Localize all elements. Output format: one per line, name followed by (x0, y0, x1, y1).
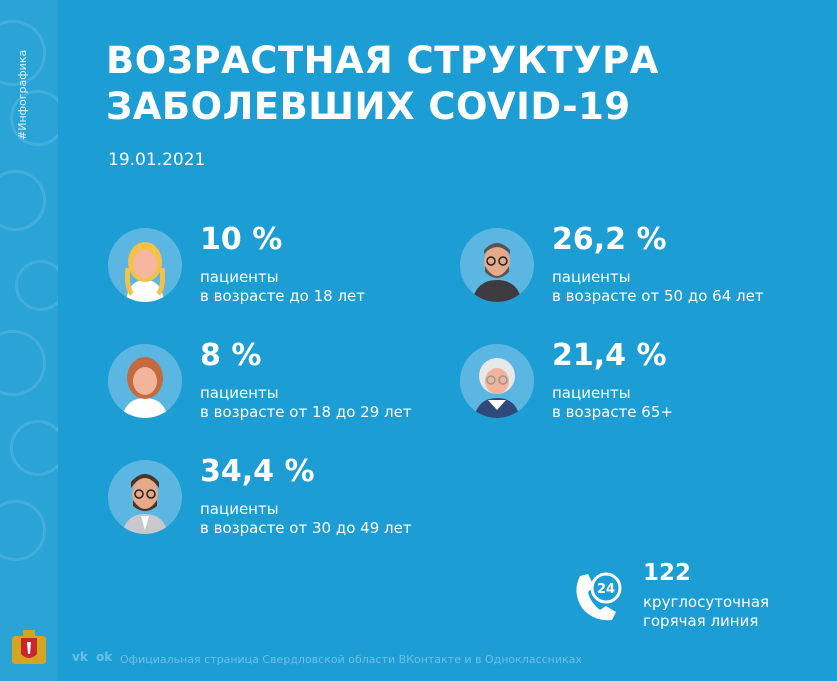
percent-value: 8 % (200, 338, 262, 373)
man-glasses-avatar-icon (108, 460, 182, 534)
footer-text: Официальная страница Свердловской област… (120, 653, 582, 666)
title-line-1: ВОЗРАСТНАЯ СТРУКТУРА (106, 39, 659, 82)
percent-value: 26,2 % (552, 222, 667, 257)
bearded-man-glasses-avatar-icon (460, 228, 534, 302)
label-line-1: пациенты (200, 384, 279, 402)
label-line-1: пациенты (552, 268, 631, 286)
girl-avatar-icon (108, 228, 182, 302)
percent-value: 10 % (200, 222, 283, 257)
phone-24-icon: 24 (576, 572, 622, 621)
label-line-2: в возрасте 65+ (552, 403, 673, 421)
ok-link[interactable]: ok (96, 650, 113, 664)
label-line-2: в возрасте от 50 до 64 лет (552, 287, 764, 305)
hashtag-label: #Инфографика (16, 49, 29, 140)
label-line-1: пациенты (552, 384, 631, 402)
coat-of-arms-icon (12, 630, 46, 664)
vk-link[interactable]: vk (72, 650, 88, 664)
young-woman-avatar-icon (108, 344, 182, 418)
label-line-2: в возрасте до 18 лет (200, 287, 366, 305)
percent-value: 21,4 % (552, 338, 667, 373)
date-label: 19.01.2021 (108, 150, 206, 170)
percent-value: 34,4 % (200, 454, 315, 489)
label-line-1: пациенты (200, 500, 279, 518)
hotline-label-2: горячая линия (643, 612, 759, 630)
social-links: vk ok (72, 650, 112, 664)
page-title: ВОЗРАСТНАЯ СТРУКТУРА ЗАБОЛЕВШИХ COVID-19 (106, 38, 659, 130)
title-line-2: ЗАБОЛЕВШИХ COVID-19 (106, 85, 631, 128)
label-line-1: пациенты (200, 268, 279, 286)
decorative-strip (0, 0, 58, 681)
svg-text:24: 24 (597, 582, 615, 597)
hotline-label-1: круглосуточная (643, 593, 770, 611)
elderly-woman-avatar-icon (460, 344, 534, 418)
label-line-2: в возрасте от 30 до 49 лет (200, 519, 412, 537)
hotline-number: 122 (643, 560, 692, 586)
label-line-2: в возрасте от 18 до 29 лет (200, 403, 412, 421)
